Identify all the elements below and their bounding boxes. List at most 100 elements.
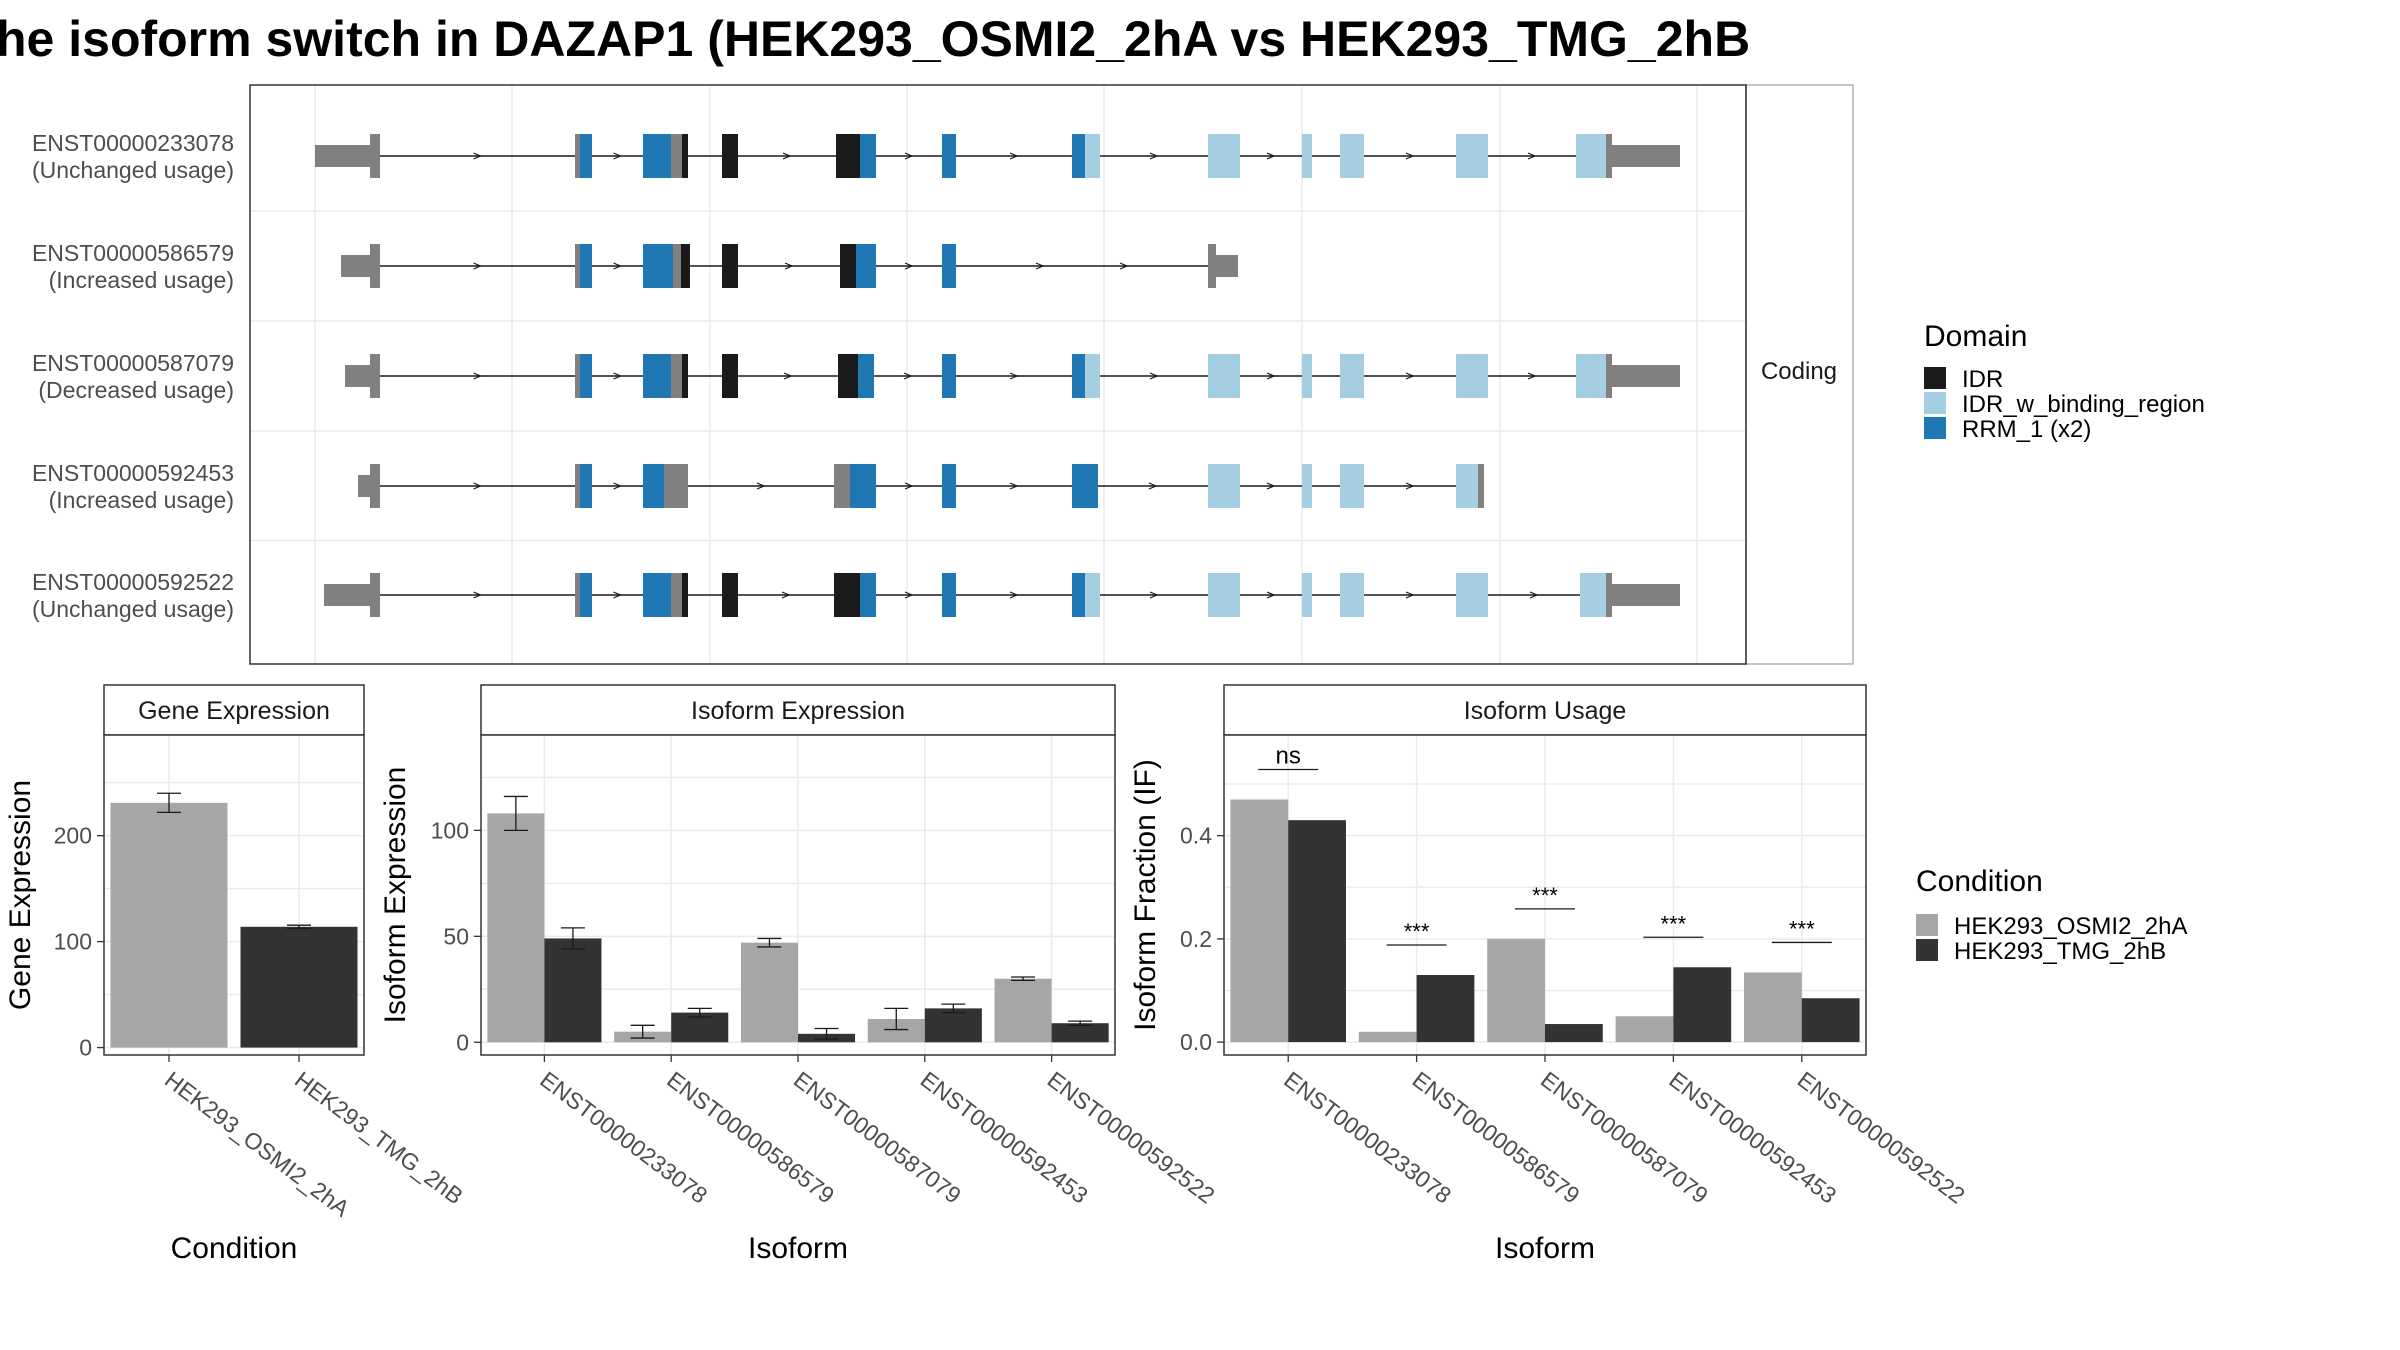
y-tick-label: 0 [79,1035,92,1061]
isoform-exon [834,464,850,508]
isoform-exon [1456,134,1488,178]
isoform-exon [1208,464,1240,508]
bar [867,1018,925,1043]
intron-direction-arrow [1148,482,1158,490]
intron-direction-arrow [1009,372,1019,380]
bar [1673,967,1732,1043]
isoform-expression-panel: Isoform Expression050100ENST00000233078E… [379,684,1220,1265]
isoform-exon [942,244,956,288]
gene-structure-panel: ENST00000233078(Unchanged usage)ENST0000… [32,84,1854,665]
condition-legend: Condition HEK293_OSMI2_2hA HEK293_TMG_2h… [1916,865,2187,965]
isoform-exon [1302,573,1312,617]
y-axis-label: Isoform Fraction (IF) [1129,759,1162,1031]
isoform-exon [370,134,380,178]
isoform-exon [942,354,956,398]
legend-swatch-idr-binding [1924,392,1946,414]
isoform-exon [315,145,370,167]
bar [1487,938,1545,1043]
isoform-exon [575,244,580,288]
panel-title-strip [1223,684,1867,736]
legend-label-cond-b: HEK293_TMG_2hB [1954,938,2166,965]
gene-plot-bg [250,85,1746,664]
legend-label-rrm: RRM_1 (x2) [1962,416,2091,443]
isoform-exon [324,584,370,606]
intron-direction-arrow [1405,152,1415,160]
legend-swatch-idr [1924,367,1946,389]
y-axis-label: Gene Expression [4,780,37,1010]
intron-direction-arrow [1009,591,1019,599]
isoform-exon [840,244,856,288]
intron-direction-arrow [473,591,483,599]
intron-direction-arrow [783,372,793,380]
isoform-exon [1208,134,1240,178]
domain-legend-title: Domain [1924,320,2027,353]
isoform-exon [860,573,876,617]
isoform-id-label: ENST00000592522 [32,569,234,595]
isoform-exon [1340,464,1364,508]
bar [240,926,358,1048]
isoform-exon [1340,134,1364,178]
intron-direction-arrow [1266,482,1276,490]
y-tick-label: 0.2 [1180,926,1212,952]
intron-direction-arrow [904,482,914,490]
isoform-exon [1302,134,1312,178]
isoform-status-label: (Unchanged usage) [32,596,234,622]
isoform-exon [575,354,580,398]
isoform-exon [722,573,738,617]
intron-direction-arrow [473,152,483,160]
isoform-exon [575,573,580,617]
isoform-exon [370,573,380,617]
isoform-exon [1612,584,1680,606]
bar [1230,799,1289,1043]
y-tick-label: 100 [431,817,469,843]
isoform-exon [1302,354,1312,398]
bar [110,802,228,1048]
intron-direction-arrow [1529,591,1539,599]
significance-label: *** [1532,883,1558,908]
isoform-exon [1478,464,1484,508]
intron-direction-arrow [903,372,913,380]
isoform-status-label: (Decreased usage) [38,377,234,403]
isoform-exon [1580,573,1606,617]
isoform-exon [370,354,380,398]
isoform-exon [575,134,580,178]
isoform-exon [836,134,860,178]
isoform-exon [942,134,956,178]
bar [1051,1023,1109,1043]
panel-title: Gene Expression [138,697,330,725]
isoform-exon [1606,134,1612,178]
isoform-exon [1085,134,1100,178]
isoform-exon [838,354,858,398]
intron-direction-arrow [1149,152,1159,160]
bar [1744,972,1802,1043]
intron-direction-arrow [613,482,623,490]
isoform-exon [682,134,688,178]
intron-direction-arrow [1009,482,1019,490]
isoform-exon [370,244,380,288]
isoform-id-label: ENST00000233078 [32,130,234,156]
isoform-exon [834,573,860,617]
isoform-exon [1340,354,1364,398]
intron-direction-arrow [473,262,483,270]
intron-direction-arrow [904,152,914,160]
y-tick-label: 200 [54,823,92,849]
bar [1288,820,1346,1043]
isoform-id-label: ENST00000592453 [32,460,234,486]
isoform-exon [1576,354,1606,398]
intron-direction-arrow [904,262,914,270]
intron-direction-arrow [1149,372,1159,380]
bar [1615,1016,1674,1043]
isoform-status-label: (Increased usage) [49,267,234,293]
isoform-id-label: ENST00000587079 [32,350,234,376]
x-axis-label: Isoform [748,1232,848,1265]
isoform-exon [1340,573,1364,617]
isoform-exon [1456,573,1488,617]
intron-direction-arrow [904,591,914,599]
isoform-exon [671,134,682,178]
significance-label: *** [1661,911,1687,936]
isoform-id-label: ENST00000586579 [32,240,234,266]
isoform-exon [671,573,682,617]
intron-direction-arrow [1527,372,1537,380]
gene-plot-border [249,84,1747,665]
